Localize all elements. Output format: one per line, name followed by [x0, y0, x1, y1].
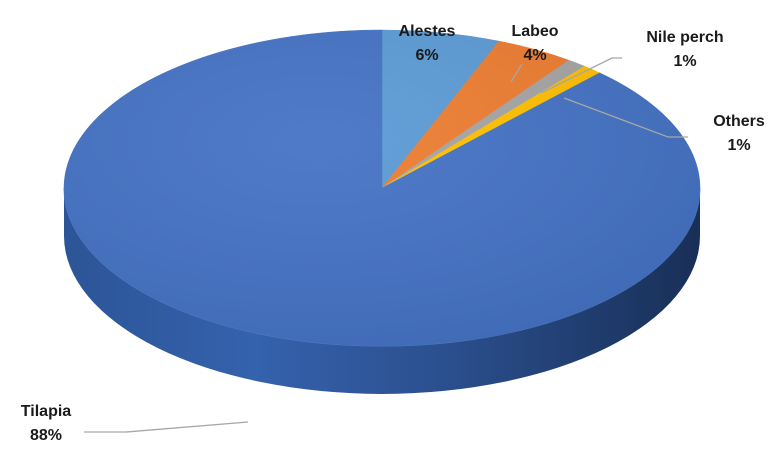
label-labeo-name: Labeo	[511, 23, 558, 40]
label-tilapia-name: Tilapia	[21, 403, 71, 420]
label-nile-perch-name: Nile perch	[646, 29, 723, 46]
slice-tilapia	[63, 29, 701, 347]
label-alestes-name: Alestes	[399, 23, 456, 40]
leader-line-labeo	[510, 63, 523, 83]
leader-lines	[84, 57, 688, 433]
label-nile-perch-percent: 1%	[673, 53, 696, 70]
label-others-name: Others	[713, 113, 765, 130]
label-others-percent: 1%	[727, 137, 750, 154]
leader-line-nile-perch	[540, 57, 622, 94]
leader-line-others	[563, 97, 688, 138]
label-alestes-percent: 6%	[415, 47, 438, 64]
label-tilapia-percent: 88%	[30, 427, 62, 444]
pie-top-face	[63, 29, 701, 347]
leader-line-tilapia	[84, 421, 249, 433]
data-labels: Alestes 6% Labeo 4% Nile perch 1% Others 1% Tila…	[21, 23, 765, 444]
label-labeo-percent: 4%	[523, 47, 546, 64]
